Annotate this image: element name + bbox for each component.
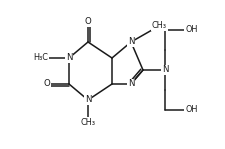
Text: N: N: [128, 38, 134, 46]
Text: OH: OH: [185, 25, 197, 35]
Text: N: N: [128, 80, 134, 89]
Text: CH₃: CH₃: [81, 118, 95, 127]
Text: N: N: [162, 66, 168, 74]
Text: N: N: [85, 96, 91, 104]
Text: OH: OH: [185, 105, 197, 114]
Text: O: O: [43, 80, 50, 89]
Text: H₃C: H₃C: [33, 53, 48, 62]
Text: CH₃: CH₃: [152, 21, 167, 30]
Text: N: N: [66, 53, 72, 62]
Text: O: O: [85, 17, 91, 27]
